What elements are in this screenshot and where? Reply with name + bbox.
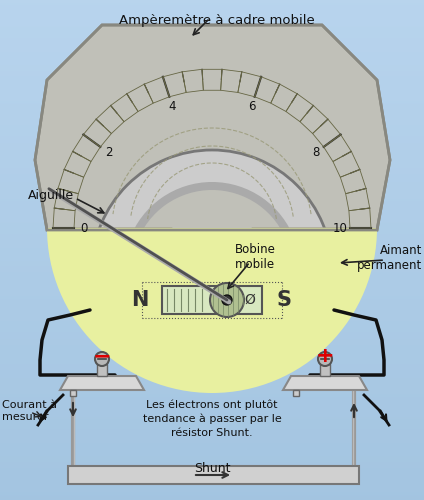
Bar [162,286,262,314]
Text: +: + [316,346,334,366]
Text: 0: 0 [80,222,88,234]
Circle shape [318,352,332,366]
Text: Ø: Ø [245,293,255,307]
Text: N: N [131,290,149,310]
Text: Courant à
mesurer: Courant à mesurer [2,400,57,421]
Bar [70,390,76,396]
Text: Shunt: Shunt [194,462,230,474]
Wedge shape [117,228,307,323]
Text: Aiguille: Aiguille [28,188,74,202]
Wedge shape [52,228,372,388]
Bar [320,364,330,376]
Text: Les électrons ont plutôt
tendance à passer par le
résistor Shunt.: Les électrons ont plutôt tendance à pass… [142,400,282,438]
Wedge shape [129,182,295,242]
Polygon shape [283,376,367,390]
Wedge shape [92,150,332,390]
Text: Bobine
mobile: Bobine mobile [235,243,276,271]
Text: −: − [93,346,112,366]
Circle shape [210,283,244,317]
Wedge shape [111,314,313,387]
Text: S: S [276,290,292,310]
Text: 4: 4 [169,100,176,113]
Text: Ampèremètre à cadre mobile: Ampèremètre à cadre mobile [119,14,315,27]
Text: 10: 10 [332,222,347,234]
Polygon shape [60,376,144,390]
Bar [97,364,107,376]
Text: 2: 2 [105,146,112,160]
Circle shape [95,352,109,366]
Wedge shape [47,228,377,393]
Bar [68,466,359,484]
Text: Aimant
permanent: Aimant permanent [357,244,422,272]
Text: 6: 6 [248,100,255,113]
Text: 8: 8 [312,146,319,160]
Bar [293,390,299,396]
Polygon shape [35,25,390,230]
Circle shape [222,295,232,305]
